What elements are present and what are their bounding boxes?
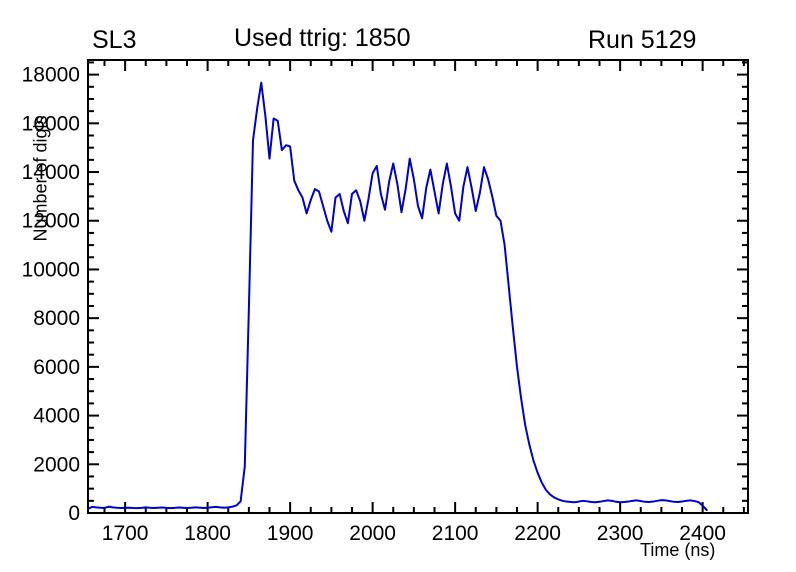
svg-text:2000: 2000 [349,522,396,545]
svg-text:2000: 2000 [33,453,80,476]
svg-text:14000: 14000 [22,161,80,184]
title-left-label: SL3 [92,26,137,54]
svg-text:2200: 2200 [514,522,561,545]
svg-text:8000: 8000 [33,307,80,330]
title-right-label: Run 5129 [588,26,697,54]
chart-title: Used ttrig: 1850 [234,24,411,52]
svg-text:0: 0 [68,502,80,525]
svg-text:2100: 2100 [432,522,479,545]
data-series-line [87,81,708,512]
x-axis-title: Time (ns) [640,540,716,560]
svg-text:16000: 16000 [22,112,80,135]
svg-text:2300: 2300 [597,522,644,545]
svg-text:1800: 1800 [184,522,231,545]
svg-text:12000: 12000 [22,210,80,233]
svg-text:6000: 6000 [33,356,80,379]
svg-text:1700: 1700 [102,522,149,545]
axis-ticks [88,60,748,514]
svg-text:10000: 10000 [22,258,80,281]
svg-text:4000: 4000 [33,405,80,428]
axis-tick-labels: 1700 1800 1900 2000 2100 2200 2300 2400 0 2000 400… [22,64,726,545]
svg-text:1900: 1900 [267,522,314,545]
svg-text:18000: 18000 [22,64,80,87]
svg-text:2400: 2400 [679,522,726,545]
plot-frame [87,59,749,514]
